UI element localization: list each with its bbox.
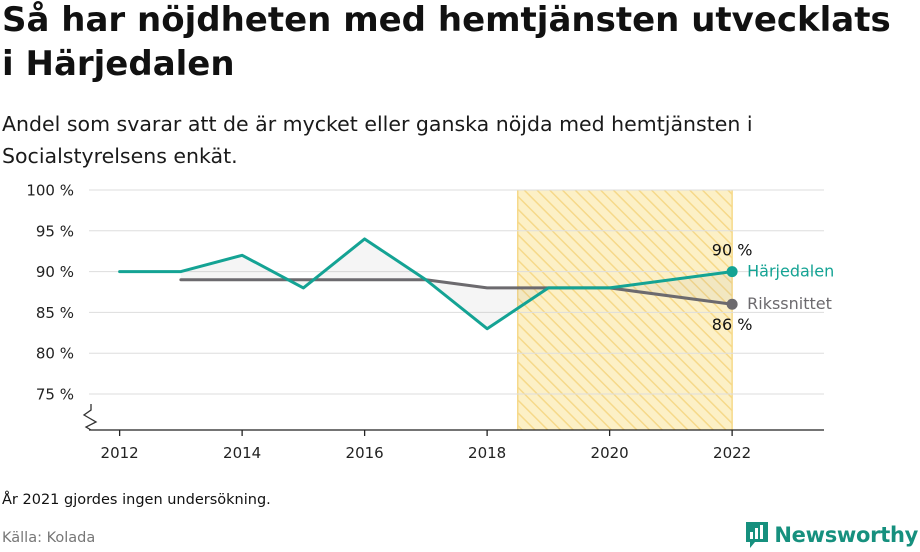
y-tick-label: 85 % (36, 304, 74, 322)
x-tick-label: 2018 (468, 444, 506, 462)
source-note: Källa: Kolada (2, 530, 96, 546)
y-tick-label: 80 % (36, 345, 74, 363)
newsworthy-logo-icon (746, 522, 769, 548)
line-chart: 75 % 80 % 85 % 90 % 95 % 100 % 2012 2014 2016 201… (26, 182, 834, 463)
x-tick-label: 2012 (101, 444, 139, 462)
brand-logo: Newsworthy (744, 518, 918, 552)
series-end-value-harjedalen: 90 % (712, 241, 753, 260)
y-tick-label: 100 % (26, 182, 74, 200)
series-end-value-rikssnittet: 86 % (712, 315, 753, 334)
x-tick-label: 2014 (223, 444, 261, 462)
footnote: År 2021 gjordes ingen undersökning. (2, 492, 271, 508)
series-name-rikssnittet: Rikssnittet (747, 294, 832, 313)
y-tick-label: 90 % (36, 263, 74, 281)
chart-subtitle: Andel som svarar att de är mycket eller … (2, 112, 753, 168)
x-tick-label: 2020 (591, 444, 629, 462)
series-name-harjedalen: Härjedalen (747, 262, 834, 281)
highlight-region (517, 190, 733, 430)
x-tick-label: 2016 (346, 444, 384, 462)
y-tick-label: 75 % (36, 386, 74, 404)
series-end-marker-rikssnittet (726, 298, 738, 310)
series-end-marker-harjedalen (726, 266, 738, 278)
series-line-harjedalen (118, 237, 734, 331)
axis-break-icon (82, 404, 98, 431)
y-tick-label: 95 % (36, 222, 74, 240)
chart-title: Så har nöjdheten med hemtjänsten utveckl… (2, 0, 891, 84)
brand-name: Newsworthy (774, 523, 918, 547)
x-tick-label: 2022 (713, 444, 751, 462)
